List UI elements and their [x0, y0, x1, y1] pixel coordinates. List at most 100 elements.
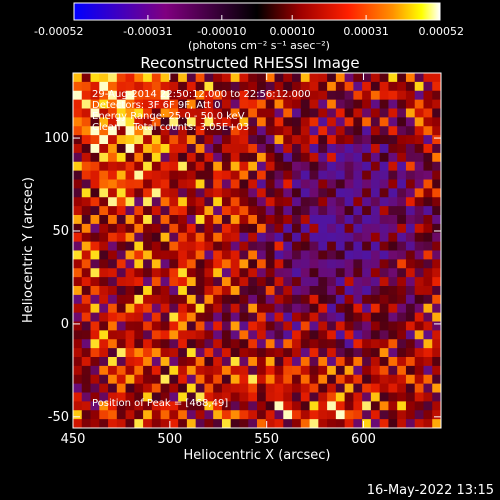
heatmap-cell: [213, 392, 223, 402]
heatmap-cell: [414, 259, 424, 269]
heatmap-cell: [195, 135, 205, 145]
heatmap-cell: [405, 312, 416, 322]
heatmap-cell: [160, 312, 170, 322]
heatmap-cell: [318, 215, 328, 225]
heatmap-cell: [108, 215, 118, 225]
heatmap-cell: [213, 268, 223, 278]
heatmap-cell: [125, 294, 135, 305]
heatmap-cell: [327, 365, 337, 376]
heatmap-cell: [405, 357, 416, 367]
heatmap-cell: [344, 250, 354, 260]
colorbar: -0.00052 -0.00031 -0.00010 0.00010 0.00031 0.…: [34, 2, 464, 52]
heatmap-cell: [108, 108, 118, 118]
heatmap-cell: [160, 419, 170, 428]
heatmap-cell: [248, 232, 258, 243]
heatmap-cell: [292, 73, 302, 83]
heatmap-cell: [257, 392, 267, 402]
heatmap-cell: [134, 401, 144, 411]
heatmap-cell: [73, 383, 83, 393]
heatmap-cell: [318, 179, 328, 189]
heatmap-cell: [143, 241, 153, 251]
heatmap-cell: [370, 241, 381, 251]
heatmap-cell: [125, 348, 135, 358]
heatmap-cell: [344, 277, 354, 287]
heatmap-cell: [160, 144, 170, 154]
heatmap-cell: [134, 73, 144, 83]
heatmap-cell: [388, 401, 398, 411]
heatmap-cell: [134, 357, 144, 367]
heatmap-cell: [274, 401, 284, 411]
heatmap-cell: [335, 73, 346, 83]
heatmap-cell: [116, 126, 126, 136]
heatmap-cell: [99, 126, 109, 136]
heatmap-cell: [397, 357, 407, 367]
heatmap-cell: [230, 232, 240, 243]
heatmap-cell: [204, 144, 214, 154]
heatmap-cell: [257, 277, 267, 287]
heatmap-cell: [397, 99, 407, 109]
heatmap-cell: [423, 144, 433, 154]
heatmap-cell: [370, 126, 381, 136]
heatmap-cell: [379, 294, 389, 305]
heatmap-cell: [397, 126, 407, 136]
heatmap-cell: [265, 259, 275, 269]
heatmap-cell: [388, 197, 398, 207]
heatmap-cell: [265, 348, 275, 358]
heatmap-cell: [397, 294, 407, 305]
heatmap-cell: [405, 401, 416, 411]
heatmap-cell: [300, 419, 310, 428]
heatmap-cell: [274, 144, 284, 154]
heatmap-cell: [108, 330, 118, 340]
heatmap-cell: [379, 365, 389, 376]
heatmap-cell: [169, 99, 179, 109]
heatmap-cell: [414, 241, 424, 251]
heatmap-cell: [73, 348, 83, 358]
heatmap-cell: [178, 410, 188, 420]
heatmap-cell: [283, 286, 293, 296]
heatmap-cell: [186, 188, 197, 198]
heatmap-cell: [423, 365, 433, 376]
heatmap-cell: [230, 126, 240, 136]
heatmap-cell: [169, 410, 179, 420]
heatmap-cell: [292, 303, 302, 314]
heatmap-cell: [327, 188, 337, 198]
heatmap-cell: [335, 277, 346, 287]
heatmap-cell: [423, 117, 433, 127]
heatmap-cell: [379, 232, 389, 243]
heatmap-cell: [397, 179, 407, 189]
heatmap-cell: [90, 374, 100, 385]
heatmap-cell: [335, 286, 346, 296]
heatmap-cell: [265, 126, 275, 136]
y-tick-label: 50: [52, 224, 69, 239]
heatmap-cell: [108, 294, 118, 305]
heatmap-cell: [362, 135, 372, 145]
heatmap-cell: [388, 117, 398, 127]
heatmap-cell: [292, 90, 302, 101]
heatmap-cell: [414, 161, 424, 172]
heatmap-cell: [309, 108, 319, 118]
heatmap-cell: [169, 383, 179, 393]
heatmap-cell: [239, 312, 249, 322]
heatmap-cell: [81, 126, 91, 136]
heatmap-cell: [265, 179, 275, 189]
heatmap-cell: [143, 170, 153, 180]
heatmap-cell: [327, 383, 337, 393]
heatmap-cell: [230, 410, 240, 420]
heatmap-cell: [335, 410, 346, 420]
heatmap-cell: [335, 135, 346, 145]
heatmap-cell: [134, 215, 144, 225]
heatmap-cell: [362, 348, 372, 358]
heatmap-cell: [213, 188, 223, 198]
heatmap-cell: [125, 108, 135, 118]
heatmap-cell: [309, 250, 319, 260]
heatmap-cell: [318, 250, 328, 260]
heatmap-cell: [248, 268, 258, 278]
heatmap-cell: [81, 277, 91, 287]
heatmap-cell: [204, 161, 214, 172]
heatmap-cell: [274, 108, 284, 118]
heatmap-cell: [134, 241, 144, 251]
heatmap-cell: [239, 117, 249, 127]
heatmap-cell: [370, 312, 381, 322]
heatmap-cell: [388, 268, 398, 278]
heatmap-cell: [108, 206, 118, 216]
